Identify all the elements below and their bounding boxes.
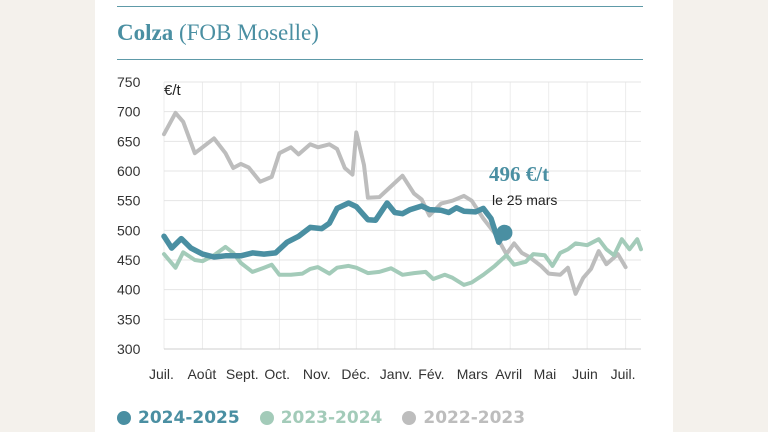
chart-title: Colza (FOB Moselle): [117, 20, 319, 46]
x-tick-label: Fév.: [418, 366, 444, 382]
legend-dot-icon: [117, 411, 131, 425]
x-tick-label: Juil.: [611, 366, 636, 382]
x-tick-label: Sept.: [226, 366, 259, 382]
x-tick-label: Mars: [457, 366, 488, 382]
latest-price-date: le 25 mars: [492, 192, 558, 208]
series-line-2024-2025: [161, 200, 508, 260]
series-line-2023-2024: [162, 237, 643, 287]
x-tick-label: Juil.: [149, 366, 174, 382]
legend-item-2022-2023: 2022-2023: [402, 408, 525, 428]
legend-label: 2022-2023: [423, 408, 526, 428]
y-tick-label: 650: [117, 133, 141, 149]
y-tick-label: 450: [117, 252, 141, 268]
legend-label: 2023-2024: [280, 408, 383, 428]
x-tick-label: Oct.: [264, 366, 290, 382]
legend: 2024-2025 2023-2024 2022-2023: [117, 405, 525, 431]
x-tick-label: Janv.: [380, 366, 412, 382]
y-tick-label: 700: [117, 104, 141, 120]
y-unit-label: €/t: [164, 82, 181, 99]
legend-item-2024-2025: 2024-2025: [117, 408, 240, 428]
y-tick-label: 550: [117, 193, 141, 209]
legend-dot-icon: [259, 411, 274, 425]
y-tick-label: 500: [117, 222, 141, 238]
x-tick-label: Juin: [572, 366, 598, 382]
legend-item-2023-2024: 2023-2024: [259, 408, 383, 428]
chart-card: [95, 0, 673, 432]
series-line-2022-2023: [162, 110, 628, 296]
x-tick-label: Août: [187, 366, 216, 382]
y-tick-label: 400: [117, 282, 141, 298]
top-rule: [117, 6, 643, 7]
x-tick-label: Mai: [534, 366, 557, 382]
y-tick-label: 600: [117, 163, 141, 179]
x-tick-label: Nov.: [303, 366, 331, 382]
y-tick-label: 300: [117, 341, 141, 357]
legend-dot-icon: [402, 411, 417, 425]
legend-label: 2024-2025: [138, 408, 240, 428]
chart-title-main: Colza: [117, 20, 174, 45]
chart-subtitle: (FOB Moselle): [178, 20, 319, 45]
x-tick-label: Avril: [495, 366, 522, 382]
y-tick-label: 750: [117, 74, 141, 90]
latest-price-marker: [496, 224, 513, 241]
title-rule: [117, 59, 643, 60]
latest-price-annotation: 496 €/t: [489, 162, 550, 186]
y-tick-label: 350: [117, 311, 141, 327]
x-tick-label: Déc.: [341, 366, 370, 382]
